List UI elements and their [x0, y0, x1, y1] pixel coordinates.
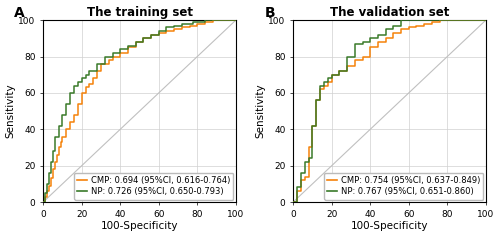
Legend: CMP: 0.754 (95%CI, 0.637-0.849), NP: 0.767 (95%CI, 0.651-0.860): CMP: 0.754 (95%CI, 0.637-0.849), NP: 0.7… — [324, 173, 484, 200]
Title: The validation set: The validation set — [330, 6, 449, 19]
Y-axis label: Sensitivity: Sensitivity — [6, 84, 16, 138]
X-axis label: 100-Specificity: 100-Specificity — [351, 221, 428, 232]
Legend: CMP: 0.694 (95%CI, 0.616-0.764), NP: 0.726 (95%CI, 0.650-0.793): CMP: 0.694 (95%CI, 0.616-0.764), NP: 0.7… — [74, 173, 234, 200]
Title: The training set: The training set — [86, 6, 192, 19]
Text: B: B — [264, 6, 275, 20]
X-axis label: 100-Specificity: 100-Specificity — [101, 221, 178, 232]
Y-axis label: Sensitivity: Sensitivity — [256, 84, 266, 138]
Text: A: A — [14, 6, 25, 20]
